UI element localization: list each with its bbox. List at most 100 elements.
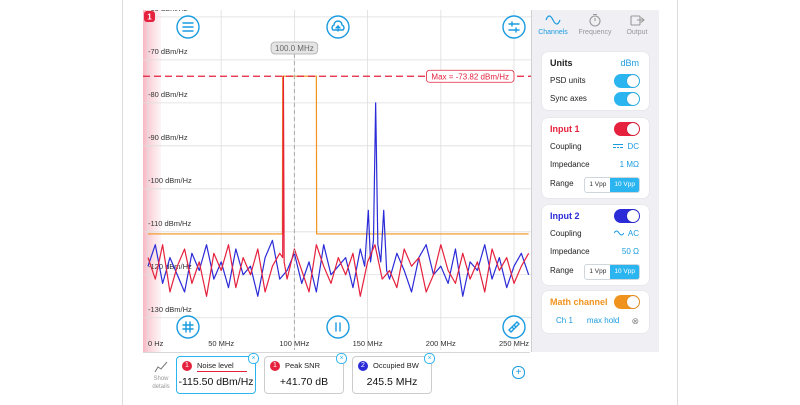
- toggle[interactable]: [614, 209, 640, 223]
- toggle[interactable]: [614, 122, 640, 136]
- row: Math channel: [550, 294, 643, 310]
- row: Input 1: [550, 121, 643, 137]
- close-button[interactable]: ×: [336, 353, 347, 364]
- row-label: Coupling: [550, 142, 582, 151]
- settings-button[interactable]: [502, 15, 526, 39]
- button-icon: [331, 20, 345, 32]
- math-operation[interactable]: max hold: [586, 316, 620, 325]
- toggle[interactable]: [614, 92, 640, 106]
- button-icon: [508, 21, 520, 33]
- tab-label: Output: [626, 29, 648, 36]
- range-option[interactable]: 1 Vpp: [589, 268, 607, 275]
- channel-badge-text: 1: [147, 13, 152, 22]
- details-icon[interactable]: [154, 361, 168, 373]
- device-edge: [122, 0, 123, 405]
- ac-icon: [613, 230, 625, 236]
- x-tick-label: 50 MHz: [208, 339, 234, 348]
- coupling-value[interactable]: DC: [613, 139, 639, 155]
- row: Ch 1 max hold ⊗: [550, 313, 643, 329]
- details-text: details: [152, 384, 170, 390]
- plot-background: [143, 10, 531, 352]
- grid-button[interactable]: [176, 315, 200, 339]
- x-tick-label: 0 Hz: [148, 339, 164, 348]
- coupling-text: AC: [627, 229, 639, 238]
- row-label: Coupling: [550, 229, 582, 238]
- tab-label: Frequency: [578, 29, 612, 36]
- y-tick-label: -80 dBm/Hz: [148, 90, 188, 99]
- row: Range 1 Vpp 10 Vpp: [550, 176, 643, 193]
- card-title: Input 1: [550, 124, 580, 134]
- row: PSD units: [550, 73, 643, 89]
- row: Impedance 50 Ω: [550, 244, 643, 260]
- add-measurement[interactable]: +: [512, 366, 525, 379]
- y-tick-label: -90 dBm/Hz: [148, 133, 188, 142]
- range-option[interactable]: 10 Vpp: [610, 178, 639, 192]
- range-option[interactable]: 1 Vpp: [589, 181, 607, 188]
- max-marker-box: [426, 69, 515, 83]
- tab[interactable]: Frequency: [574, 10, 616, 36]
- channel-badge: [144, 11, 155, 22]
- math-card: Math channel Ch 1 max hold ⊗: [542, 291, 649, 333]
- math-source[interactable]: Ch 1: [556, 316, 573, 325]
- menu-button[interactable]: [176, 15, 200, 39]
- x-tick-label: 200 MHz: [426, 339, 456, 348]
- device-edge: [677, 0, 678, 405]
- units-value[interactable]: dBm: [620, 58, 639, 68]
- row: Input 2: [550, 208, 643, 224]
- measurement-value: +41.70 dB: [279, 376, 329, 388]
- card-title: Units: [550, 58, 573, 68]
- clear-icon[interactable]: ⊗: [631, 316, 639, 326]
- show-details[interactable]: Show details: [147, 375, 175, 391]
- impedance-value[interactable]: 1 MΩ: [619, 160, 639, 169]
- units-card: Units dBm PSD units Sync axes: [542, 52, 649, 110]
- input-card: Input 1 Coupling DC Impedance 1 MΩ Range 1 …: [542, 118, 649, 198]
- range-option[interactable]: 10 Vpp: [610, 265, 639, 279]
- row-label: Sync axes: [550, 94, 587, 103]
- button-icon: [508, 321, 520, 333]
- y-tick-label: -120 dBm/Hz: [148, 262, 192, 271]
- y-tick-label: -100 dBm/Hz: [148, 176, 192, 185]
- measurement-card[interactable]: 1 Noise level -115.50 dBm/Hz ×: [176, 353, 259, 394]
- row-label: Impedance: [550, 160, 590, 169]
- button-circle: [502, 315, 526, 339]
- measurement-card[interactable]: 1 Peak SNR +41.70 dB ×: [264, 353, 347, 394]
- x-tick-label: 150 MHz: [353, 339, 383, 348]
- button-circle: [176, 315, 200, 339]
- row-label: Impedance: [550, 247, 590, 256]
- row: Coupling DC: [550, 139, 643, 155]
- side-panel: Channels Frequency Output Units dBm PSD u…: [531, 10, 659, 352]
- pause-button[interactable]: [326, 315, 350, 339]
- close-button[interactable]: ×: [248, 353, 259, 364]
- button-circle: [326, 315, 350, 339]
- y-tick-label: -70 dBm/Hz: [148, 47, 188, 56]
- x-tick-label: 250 MHz: [499, 339, 529, 348]
- y-tick-label: -130 dBm/Hz: [148, 305, 192, 314]
- y-tick-label: -110 dBm/Hz: [148, 219, 191, 228]
- button-icon: [335, 322, 341, 332]
- cloud-button[interactable]: [326, 15, 350, 39]
- tab-label: Channels: [538, 29, 568, 36]
- impedance-value[interactable]: 50 Ω: [621, 247, 639, 256]
- dc-icon: [613, 144, 624, 148]
- card-title: Math channel: [550, 297, 608, 307]
- toggle[interactable]: [614, 74, 640, 88]
- button-icon: [182, 22, 194, 32]
- input-card: Input 2 Coupling AC Impedance 50 Ω Range 1 …: [542, 205, 649, 285]
- cursor-box: [270, 41, 319, 55]
- trace: [147, 102, 530, 297]
- row: Range 1 Vpp 10 Vpp: [550, 263, 643, 280]
- row-label: Range: [550, 266, 574, 275]
- card-title: Input 2: [550, 211, 580, 221]
- ruler-button[interactable]: [502, 315, 526, 339]
- close-button[interactable]: ×: [424, 353, 435, 364]
- tab[interactable]: Output: [616, 10, 658, 36]
- max-marker-label: Max = -73.82 dBm/Hz: [431, 72, 509, 81]
- toggle[interactable]: [614, 295, 640, 309]
- tab[interactable]: Channels: [532, 10, 574, 36]
- coupling-value[interactable]: AC: [613, 226, 639, 242]
- measurement-card[interactable]: 2 Occupied BW 245.5 MHz ×: [352, 353, 435, 394]
- channel-badge: 2: [358, 361, 368, 371]
- row: Coupling AC: [550, 226, 643, 242]
- row: Impedance 1 MΩ: [550, 157, 643, 173]
- button-circle: [502, 15, 526, 39]
